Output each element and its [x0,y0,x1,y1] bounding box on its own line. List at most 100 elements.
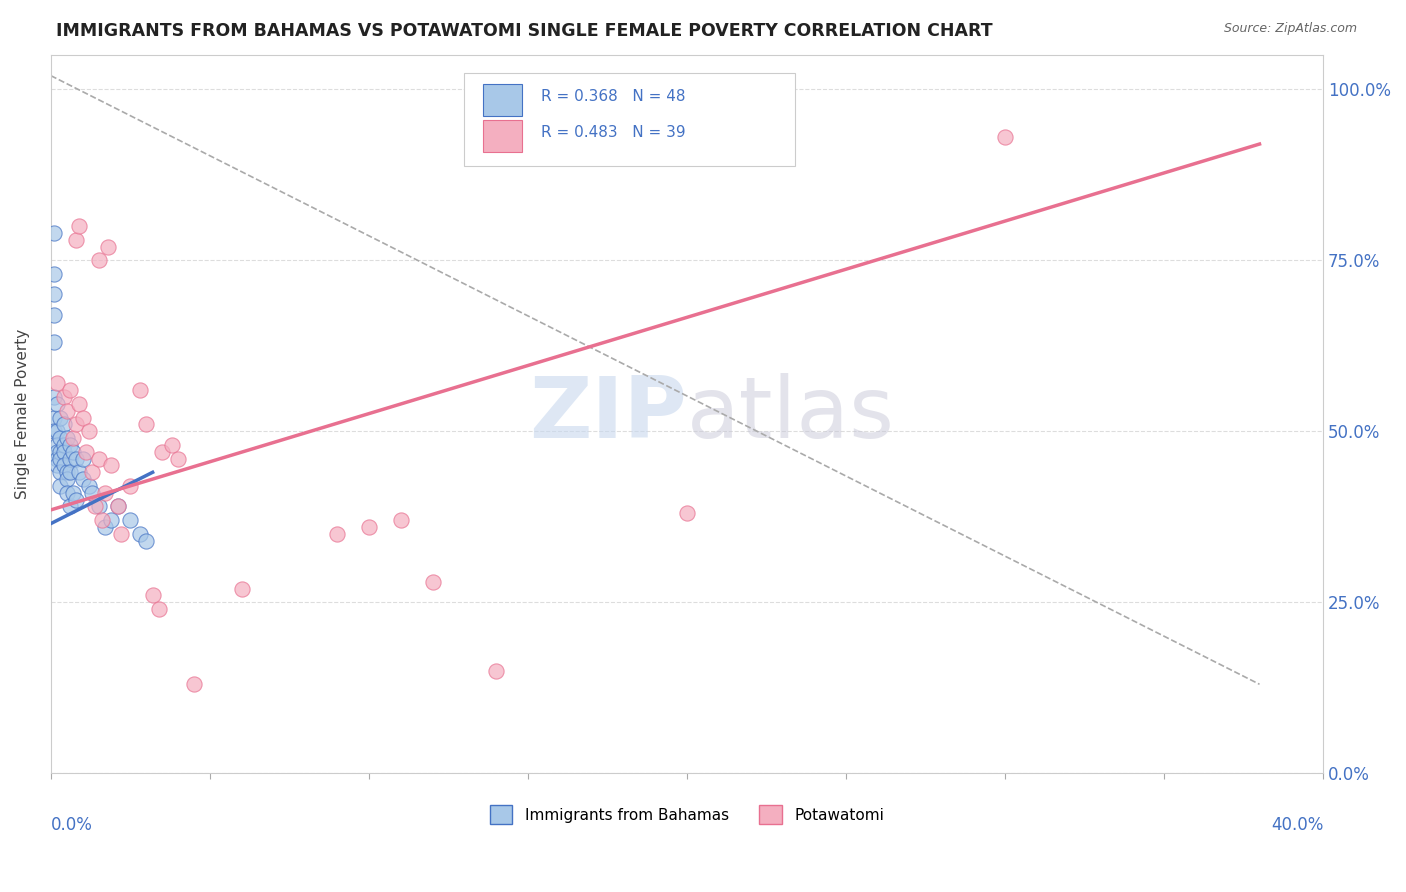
Point [49,444,72,458]
Point [46,458,69,473]
Text: 40.0%: 40.0% [1271,816,1323,834]
Point [94,485,117,500]
Point [49,451,72,466]
Text: Source: ZipAtlas.com: Source: ZipAtlas.com [1223,22,1357,36]
Point [128,526,150,541]
Point [52,417,75,432]
Y-axis label: Single Female Poverty: Single Female Poverty [15,329,30,500]
Point [52,390,75,404]
Point [65,492,87,507]
Point [55,431,77,445]
Text: IMMIGRANTS FROM BAHAMAS VS POTAWATOMI SINGLE FEMALE POVERTY CORRELATION CHART: IMMIGRANTS FROM BAHAMAS VS POTAWATOMI SI… [56,22,993,40]
Point [52,444,75,458]
Point [69,219,91,233]
Point [46,397,69,411]
Point [82,485,104,500]
Text: R = 0.368   N = 48: R = 0.368 N = 48 [541,89,685,104]
Point [72,472,94,486]
Point [160,438,183,452]
Point [42,267,65,281]
Point [46,376,69,391]
Legend: Immigrants from Bahamas, Potawatomi: Immigrants from Bahamas, Potawatomi [484,799,890,830]
Point [52,438,75,452]
Point [84,500,107,514]
FancyBboxPatch shape [484,120,522,152]
Point [82,465,104,479]
Point [49,465,72,479]
Point [59,451,82,466]
Point [120,479,142,493]
Point [42,424,65,438]
Text: R = 0.483   N = 39: R = 0.483 N = 39 [541,125,685,140]
Point [42,226,65,240]
Point [107,500,129,514]
Point [72,410,94,425]
Point [69,465,91,479]
Point [357,520,380,534]
Point [46,444,69,458]
Point [65,417,87,432]
Point [52,458,75,473]
Point [46,438,69,452]
Point [142,588,165,602]
Point [59,465,82,479]
Point [75,444,97,458]
FancyBboxPatch shape [484,84,522,116]
Point [183,677,205,691]
Point [62,431,84,445]
Point [422,574,444,589]
Point [148,602,170,616]
Point [231,582,253,596]
Point [150,444,173,458]
Point [110,526,132,541]
Point [107,500,129,514]
Point [62,485,84,500]
Point [42,335,65,350]
Point [42,410,65,425]
Point [65,233,87,247]
Point [69,397,91,411]
Point [42,308,65,322]
Point [55,472,77,486]
Point [49,479,72,493]
Point [167,451,190,466]
Text: 0.0%: 0.0% [51,816,93,834]
Point [46,451,69,466]
Point [389,513,412,527]
Point [49,431,72,445]
Point [59,500,82,514]
Point [87,500,110,514]
Point [77,479,100,493]
Point [65,451,87,466]
Point [100,458,122,473]
Point [87,253,110,268]
Point [72,451,94,466]
Point [55,485,77,500]
Point [55,465,77,479]
Point [485,664,508,678]
Point [90,513,112,527]
Point [994,130,1017,145]
Point [49,410,72,425]
Point [120,513,142,527]
FancyBboxPatch shape [464,73,796,167]
Point [42,390,65,404]
Point [94,520,117,534]
Point [42,287,65,301]
Point [62,444,84,458]
Point [676,506,699,520]
Text: ZIP: ZIP [529,373,688,456]
Point [97,239,120,253]
Point [87,451,110,466]
Point [59,438,82,452]
Point [55,403,77,417]
Text: atlas: atlas [688,373,896,456]
Point [59,383,82,397]
Point [77,424,100,438]
Point [135,417,157,432]
Point [135,533,157,548]
Point [128,383,150,397]
Point [326,526,349,541]
Point [100,513,122,527]
Point [46,424,69,438]
